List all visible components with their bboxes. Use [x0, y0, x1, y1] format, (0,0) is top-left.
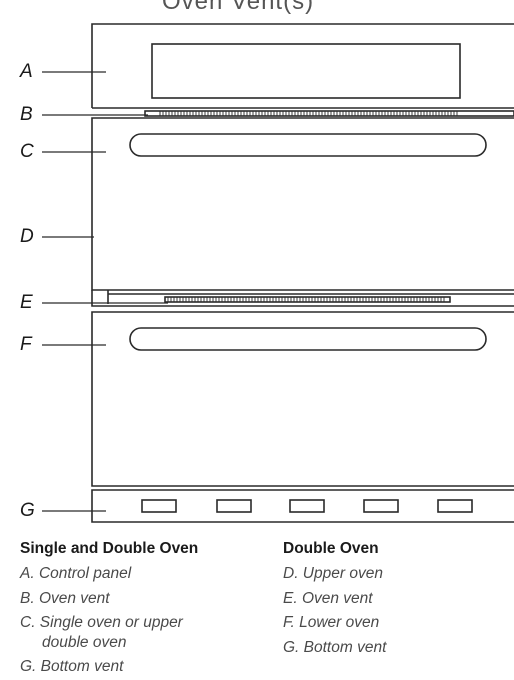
callout-c: C: [20, 141, 34, 162]
callout-f: F: [20, 334, 32, 355]
legend-item: D. Upper oven: [283, 565, 383, 582]
legend-heading: Double Oven: [283, 540, 379, 557]
legend-double: Double Oven D. Upper oven E. Oven vent F…: [283, 539, 386, 660]
callout-b: B: [20, 104, 33, 125]
legend-single-double: Single and Double Oven A. Control panel …: [20, 539, 198, 680]
upper-oven-handle: [129, 133, 487, 157]
vent-e-inner: [107, 290, 514, 304]
legend-item: A. Control panel: [20, 565, 132, 582]
callout-d: D: [20, 226, 34, 247]
callout-e: E: [20, 292, 33, 313]
lower-oven-handle: [129, 327, 487, 351]
lower-oven: [91, 311, 514, 487]
callout-leaders: [42, 71, 168, 512]
vent-e-frame: [91, 290, 514, 307]
upper-oven: [91, 117, 514, 291]
bottom-vent-slot: [363, 499, 399, 513]
legend-item: C. Single oven or upper double oven: [20, 614, 183, 651]
bottom-vent-slot: [216, 499, 252, 513]
legend-list: D. Upper oven E. Oven vent F. Lower oven…: [283, 562, 386, 660]
legend-item: F. Lower oven: [283, 614, 380, 631]
bottom-vent-slot: [141, 499, 177, 513]
bottom-vent-panel: [91, 489, 514, 523]
oven-vent-e: [164, 296, 451, 303]
callout-a: A: [20, 61, 33, 82]
bottom-vent-slot: [437, 499, 473, 513]
legend-item: B. Oven vent: [20, 589, 110, 607]
oven-vent-b: [144, 110, 514, 117]
legend-item: E. Oven vent: [283, 589, 373, 607]
callout-g: G: [20, 500, 35, 521]
legend-heading: Single and Double Oven: [20, 540, 199, 557]
legend-item: G. Bottom vent: [20, 658, 124, 675]
legend-item: G. Bottom vent: [283, 638, 387, 656]
control-panel: [91, 23, 514, 108]
bottom-vent-slot: [289, 499, 325, 513]
diagram-title: Oven Vent(s): [162, 0, 315, 15]
control-display: [151, 43, 461, 99]
legend-list: A. Control panel B. Oven vent C. Single …: [20, 562, 198, 680]
